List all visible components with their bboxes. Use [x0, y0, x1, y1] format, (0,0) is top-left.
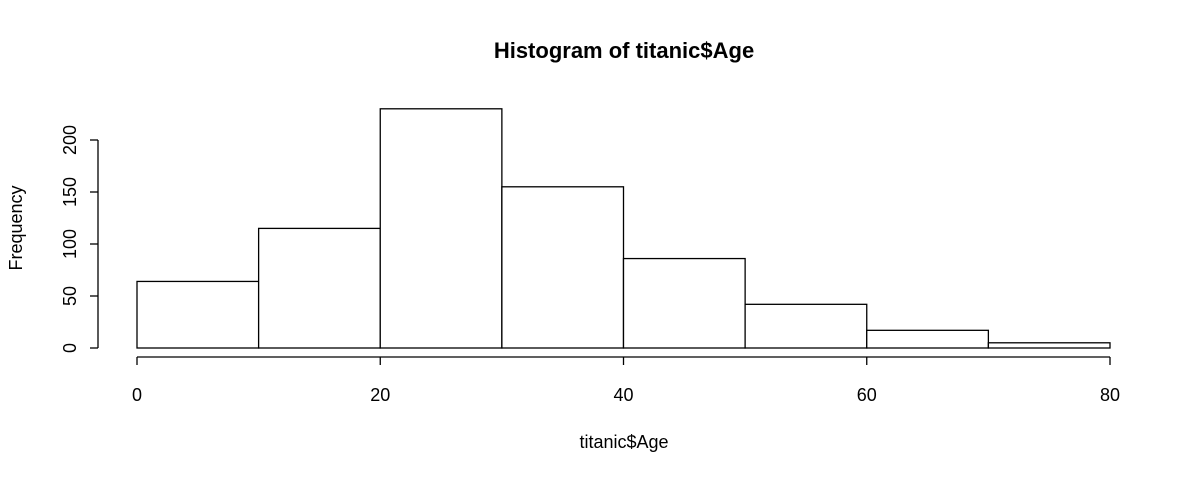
bars-layer — [136, 108, 1111, 349]
x-tick-label-0: 0 — [132, 385, 142, 405]
x-tick-label-4: 80 — [1100, 385, 1120, 405]
histogram-bar-6 — [866, 329, 990, 349]
x-tick-label-1: 20 — [370, 385, 390, 405]
histogram-bar-7 — [987, 342, 1111, 349]
chart-title: Histogram of titanic$Age — [494, 38, 754, 63]
y-tick-label-3: 150 — [60, 177, 80, 207]
y-tick-label-0: 0 — [60, 343, 80, 353]
y-axis-label: Frequency — [6, 185, 26, 270]
histogram-bar-2 — [379, 108, 503, 349]
histogram-bar-5 — [744, 303, 868, 349]
x-tick-label-3: 60 — [857, 385, 877, 405]
x-axis: 0 20 40 60 80 — [132, 356, 1120, 405]
y-tick-label-2: 100 — [60, 229, 80, 259]
histogram-bar-1 — [257, 227, 381, 349]
y-tick-label-4: 200 — [60, 125, 80, 155]
histogram-bar-3 — [501, 186, 625, 349]
histogram-bar-0 — [136, 280, 260, 349]
y-axis: 0 50 100 150 200 — [60, 125, 99, 353]
histogram-bar-4 — [622, 257, 746, 349]
x-axis-label: titanic$Age — [579, 432, 668, 452]
y-tick-label-1: 50 — [60, 286, 80, 306]
x-tick-label-2: 40 — [613, 385, 633, 405]
